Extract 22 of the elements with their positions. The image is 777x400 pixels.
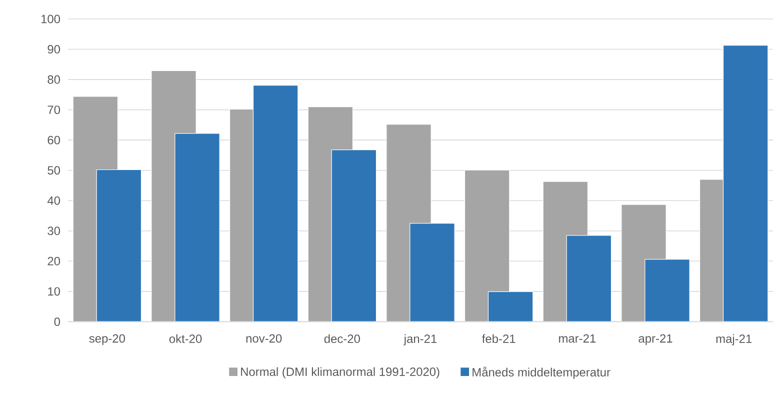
x-tick-label: okt-20 (169, 334, 202, 343)
x-tick-label: jan-21 (404, 334, 437, 346)
legend-label: Normal (DMI klimanormal 1991-2020) (241, 367, 440, 378)
y-tick-label: 30 (48, 226, 60, 236)
legend-label: Måneds middeltemperatur (472, 366, 610, 379)
x-tick-label: feb-21 (482, 334, 516, 343)
x-tick-label: dec-20 (324, 334, 360, 343)
y-tick-label: 100 (41, 14, 60, 24)
y-tick-label: 20 (48, 256, 60, 266)
x-tick-label: sep-20 (89, 334, 125, 346)
x-tick-label: mar-21 (559, 334, 596, 343)
y-tick-label: 90 (48, 45, 60, 54)
y-tick-label: 40 (47, 196, 60, 205)
y-tick-label: 50 (48, 166, 60, 175)
y-tick-label: 80 (48, 75, 60, 84)
y-tick-label: 60 (48, 136, 60, 144)
y-tick-label: 70 (48, 106, 60, 114)
x-tick-label: nov-20 (246, 334, 282, 343)
y-tick-label: 0 (54, 317, 60, 326)
x-tick-label: apr-21 (638, 334, 672, 346)
x-tick-label: maj-21 (716, 334, 752, 346)
y-tick-label: 10 (48, 287, 60, 296)
